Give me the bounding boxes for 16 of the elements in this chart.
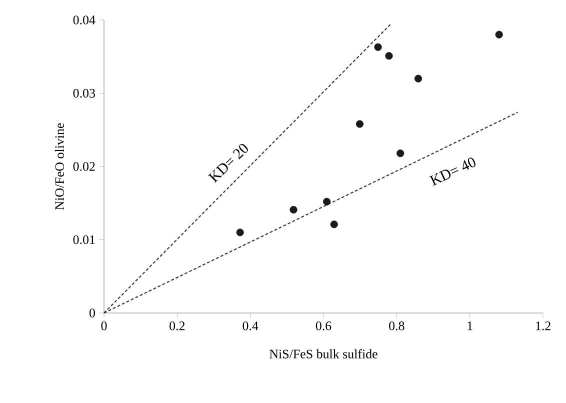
x-tick-label: 1: [468, 322, 472, 330]
y-tick-label: 0.04: [73, 16, 96, 24]
y-tick-label: 0.02: [73, 162, 95, 171]
x-tick-label: 0.6: [316, 322, 332, 330]
x-tick-label: 0: [101, 322, 107, 330]
y-tick-label: 0.03: [73, 88, 95, 98]
x-tick-label: 0.8: [389, 322, 404, 330]
annotation: KD= 40: [429, 158, 476, 186]
y-tick-label: 0.01: [73, 235, 95, 244]
x-tick-label: 0.2: [170, 322, 185, 330]
y-axis-title: NiO/FeO olivine: [54, 123, 64, 210]
x-tick-label: 1.2: [536, 322, 550, 330]
y-tick-label: 0: [90, 308, 95, 318]
annotation: KD= 20: [208, 144, 248, 183]
x-axis-title: NiS/FeS bulk sulfide: [270, 349, 378, 358]
x-tick-label: 0.4: [242, 322, 258, 330]
